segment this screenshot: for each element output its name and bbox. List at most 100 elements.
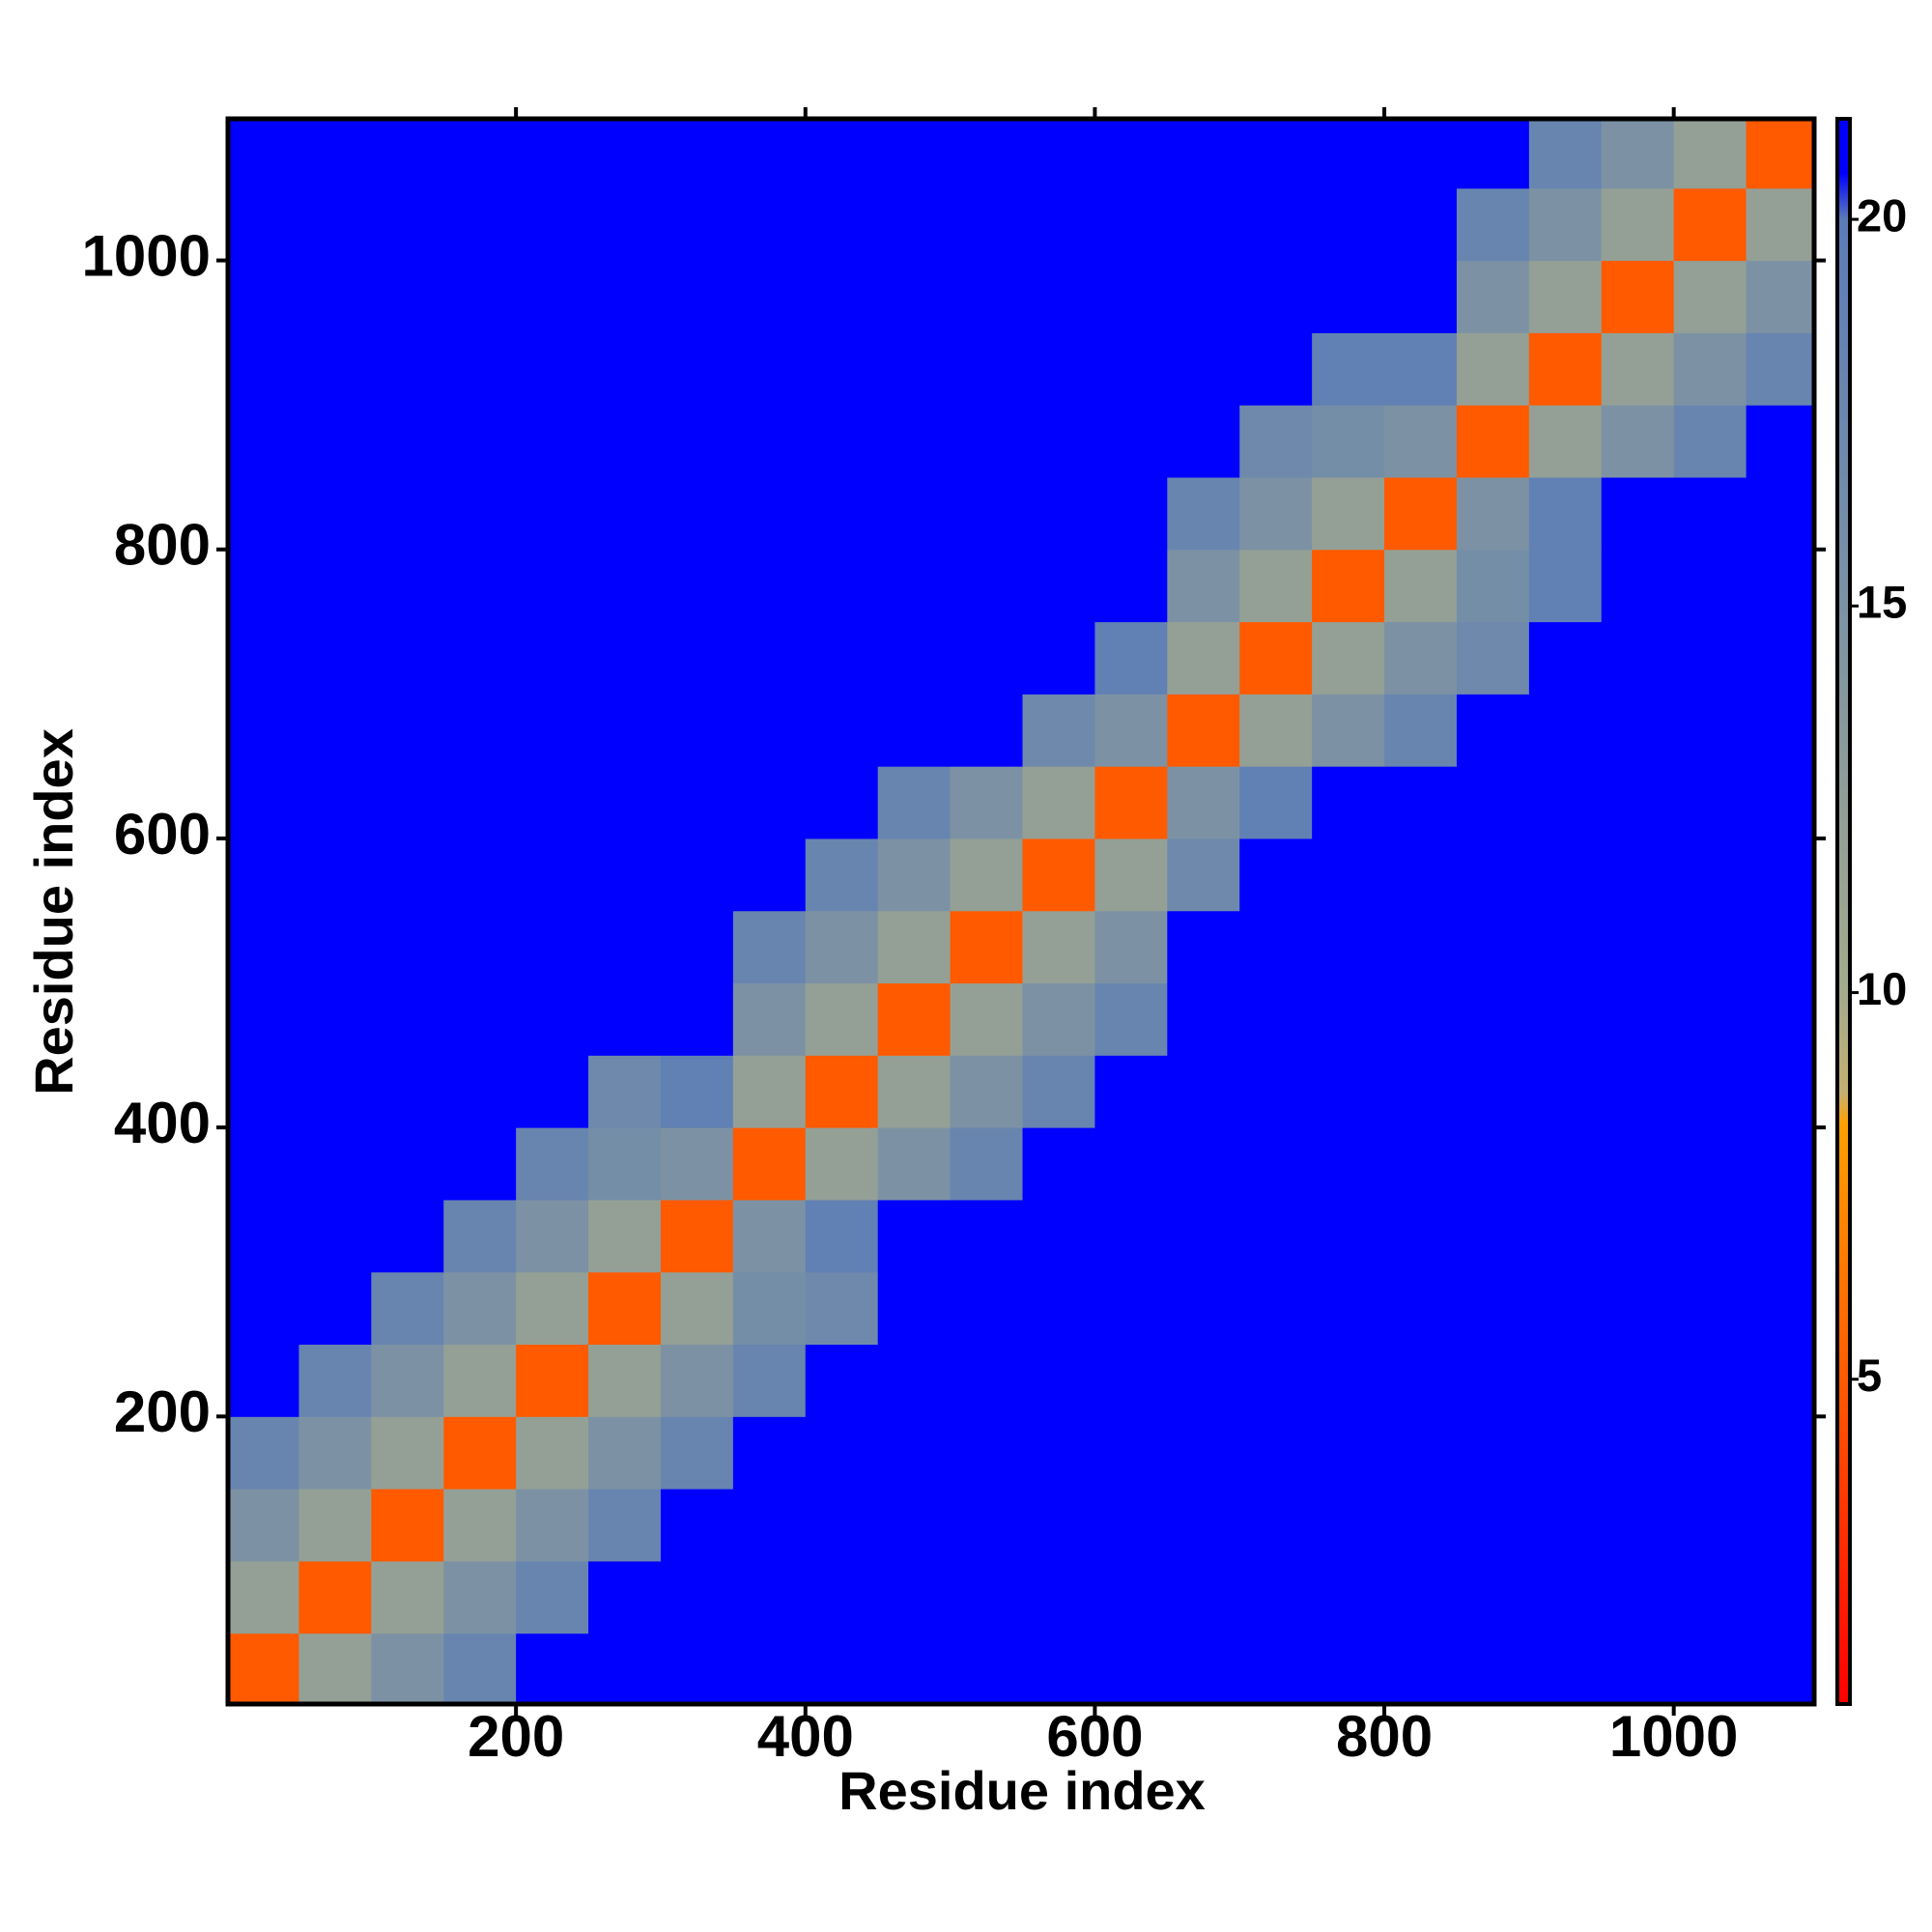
heat-cell (1022, 910, 1095, 984)
heat-cell (228, 838, 299, 912)
y-axis-title: Residue index (23, 728, 84, 1095)
heat-cell (1384, 1055, 1458, 1128)
heat-cell (588, 1127, 662, 1201)
heat-cell (877, 260, 952, 333)
heat-cell (516, 621, 589, 695)
heat-cell (877, 405, 952, 478)
heat-cell (588, 766, 662, 839)
heat-cell (443, 910, 517, 984)
heatmap (228, 119, 1814, 1704)
heat-cell (1094, 549, 1168, 623)
heat-cell (1022, 838, 1095, 912)
heat-cell (371, 1560, 444, 1634)
heat-cell (1022, 1271, 1095, 1346)
x-axis-title: Residue index (838, 1760, 1206, 1821)
heat-cell (877, 1560, 952, 1634)
heat-cell (516, 1344, 589, 1417)
heat-cell (950, 621, 1023, 695)
heat-cell (805, 405, 879, 478)
heat-cell (1746, 910, 1814, 984)
heat-cell (1384, 1416, 1458, 1490)
heat-cell (228, 1489, 299, 1562)
heat-cell (443, 1271, 517, 1346)
heat-cell (1022, 332, 1095, 406)
heat-cell (1746, 476, 1814, 551)
heat-cell (228, 621, 299, 695)
heat-cell (298, 1271, 372, 1346)
heat-cell (877, 1489, 952, 1562)
heat-cell (1673, 1271, 1747, 1346)
heat-cell (228, 549, 299, 623)
heat-cell (588, 982, 662, 1056)
heat-cell (371, 1199, 444, 1273)
y-tick-label: 1000 (82, 223, 211, 288)
heat-cell (516, 910, 589, 984)
heat-cell (1312, 119, 1385, 189)
heat-cell (1312, 766, 1385, 839)
heat-cell (1528, 1489, 1603, 1562)
heat-cell (443, 260, 517, 333)
heat-cell (805, 1055, 879, 1128)
heat-cell (371, 260, 444, 333)
heat-cell (371, 187, 444, 262)
heat-cell (1601, 982, 1675, 1056)
heat-cell (1239, 187, 1313, 262)
heat-cell (298, 549, 372, 623)
heat-cell (1673, 1560, 1747, 1634)
heat-cell (732, 1633, 807, 1704)
heat-cell (516, 1199, 589, 1273)
heat-cell (1528, 910, 1603, 984)
heat-cell (805, 1127, 879, 1201)
heat-cell (1456, 1344, 1530, 1417)
heat-cell (298, 476, 372, 551)
heat-cell (1312, 1127, 1385, 1201)
heat-cell (732, 910, 807, 984)
heat-cell (660, 1633, 734, 1704)
heat-cell (1312, 405, 1385, 478)
heat-cell (1384, 766, 1458, 839)
heat-cell (805, 1416, 879, 1490)
heat-cell (1384, 838, 1458, 912)
heat-cell (1167, 1199, 1240, 1273)
heat-cell (1167, 694, 1240, 767)
heat-cell (443, 1344, 517, 1417)
heat-cell (1384, 476, 1458, 551)
heat-cell (516, 1416, 589, 1490)
heat-cell (516, 838, 589, 912)
heat-cell (1167, 766, 1240, 839)
heat-cell (1094, 982, 1168, 1056)
heat-cell (1746, 766, 1814, 839)
heat-cell (1167, 405, 1240, 478)
y-tick-label: 600 (114, 802, 211, 867)
heat-cell (1094, 1489, 1168, 1562)
heat-cell (1601, 260, 1675, 333)
heat-cell (1384, 1199, 1458, 1273)
heat-cell (1601, 1560, 1675, 1634)
heat-cell (1601, 1416, 1675, 1490)
heat-cell (588, 1489, 662, 1562)
heat-cell (1167, 1271, 1240, 1346)
heat-cell (1312, 1633, 1385, 1704)
heat-cell (1384, 1271, 1458, 1346)
heat-cell (1312, 1560, 1385, 1634)
y-tick-label: 400 (114, 1091, 211, 1155)
heat-cell (443, 1560, 517, 1634)
heat-cell (877, 766, 952, 839)
heat-cell (1601, 187, 1675, 262)
heat-cell (1528, 549, 1603, 623)
heat-cell (1528, 694, 1603, 767)
heat-cell (1384, 549, 1458, 623)
heat-cell (1312, 621, 1385, 695)
heat-cell (732, 1127, 807, 1201)
heat-cell (228, 405, 299, 478)
heat-cell (1239, 119, 1313, 189)
heat-cell (588, 187, 662, 262)
heat-cell (1456, 119, 1530, 189)
heat-cell (1746, 1055, 1814, 1128)
heat-cell (588, 1416, 662, 1490)
heat-cell (1384, 694, 1458, 767)
heat-cell (805, 549, 879, 623)
heat-cell (1528, 838, 1603, 912)
heat-cell (1167, 1127, 1240, 1201)
